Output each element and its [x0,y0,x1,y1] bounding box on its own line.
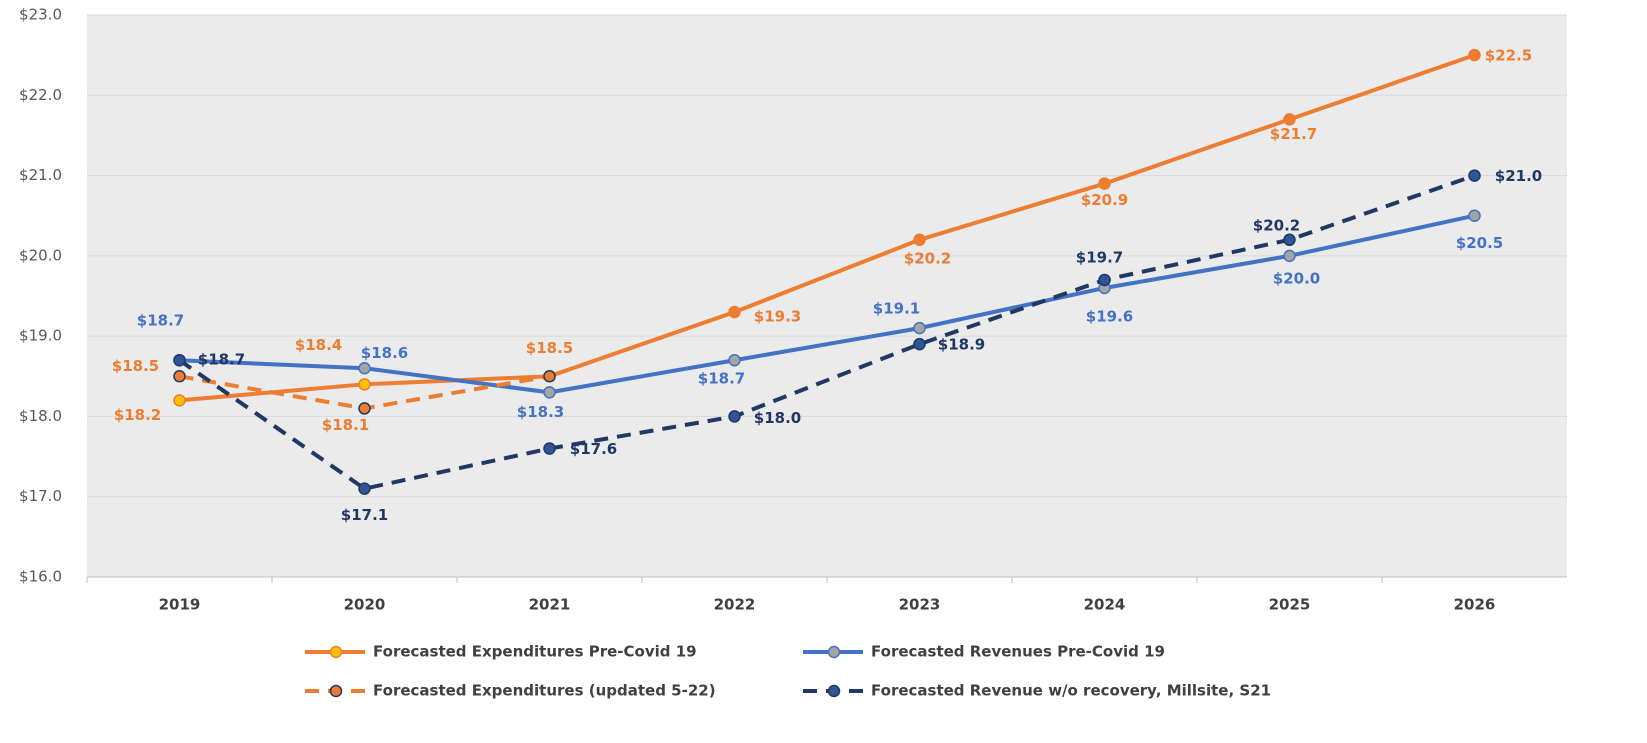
y-tick-label: $18.0 [19,407,62,425]
data-point [173,353,186,367]
y-tick-label: $17.0 [19,487,62,505]
data-point [1098,273,1111,287]
legend-label: Forecasted Expenditures (updated 5-22) [373,682,716,700]
data-label: $18.7 [137,312,184,330]
data-label: $20.0 [1273,269,1320,287]
legend-marker [329,684,343,698]
x-tick-label: 2021 [529,596,571,614]
y-tick-label: $21.0 [19,166,62,184]
x-tick-label: 2024 [1084,596,1126,614]
y-tick-label: $16.0 [19,568,62,586]
data-label: $20.2 [904,249,951,267]
legend-label: Forecasted Revenues Pre-Covid 19 [871,643,1165,661]
data-label: $19.7 [1076,248,1123,266]
data-label: $18.7 [198,351,245,369]
x-tick-label: 2023 [899,596,941,614]
data-point [728,353,741,367]
series-line [179,213,1475,395]
y-tick-label: $19.0 [19,327,62,345]
y-tick-label: $20.0 [19,246,62,264]
data-label: $18.7 [698,370,745,388]
data-point [728,305,741,319]
data-point [358,378,371,391]
data-point [913,233,926,247]
data-point [1283,249,1296,263]
legend-marker [827,645,841,659]
data-point [358,482,371,495]
data-point [543,386,556,399]
data-point [543,442,556,455]
data-point [358,362,371,375]
data-label: $19.3 [754,308,801,326]
data-label: $20.9 [1081,191,1128,209]
data-label: $22.5 [1485,47,1532,65]
data-point [1468,48,1481,62]
data-label: $18.3 [517,403,564,421]
data-point [1283,233,1296,247]
x-tick-label: 2026 [1454,596,1496,614]
legend-label: Forecasted Expenditures Pre-Covid 19 [373,643,697,661]
y-tick-label: $22.0 [19,86,62,104]
data-point [543,370,556,383]
legend-marker [329,645,343,659]
data-point [1283,113,1296,126]
data-point [1098,177,1111,190]
data-label: $18.9 [938,336,985,354]
data-point [728,410,741,423]
data-label: $20.5 [1456,234,1503,252]
legend-marker [827,684,841,698]
x-tick-label: 2020 [344,596,386,614]
data-label: $19.1 [873,300,920,318]
data-label: $18.1 [322,416,369,434]
data-label: $17.1 [341,506,388,524]
x-tick-label: 2019 [159,596,201,614]
data-label: $18.0 [754,409,801,427]
data-label: $18.4 [295,336,342,354]
data-point [1468,169,1481,182]
series-line [178,173,1476,491]
legend-label: Forecasted Revenue w/o recovery, Millsit… [871,682,1271,700]
data-label: $18.6 [361,344,408,362]
x-tick-label: 2025 [1269,596,1311,614]
data-label: $19.6 [1086,307,1133,325]
data-point [913,321,926,335]
data-label: $17.6 [570,440,617,458]
data-label: $21.0 [1495,167,1542,185]
data-label: $18.5 [112,357,159,375]
data-point [1468,209,1481,222]
data-label: $20.2 [1253,216,1300,234]
x-tick-label: 2022 [714,596,756,614]
y-tick-label: $23.0 [19,6,62,24]
data-point [173,370,186,383]
data-point [358,402,371,415]
data-label: $21.7 [1270,125,1317,143]
data-label: $18.2 [114,406,161,424]
series-line [179,53,1476,403]
data-point [913,337,926,351]
data-label: $18.5 [526,339,573,357]
data-point [173,394,186,407]
